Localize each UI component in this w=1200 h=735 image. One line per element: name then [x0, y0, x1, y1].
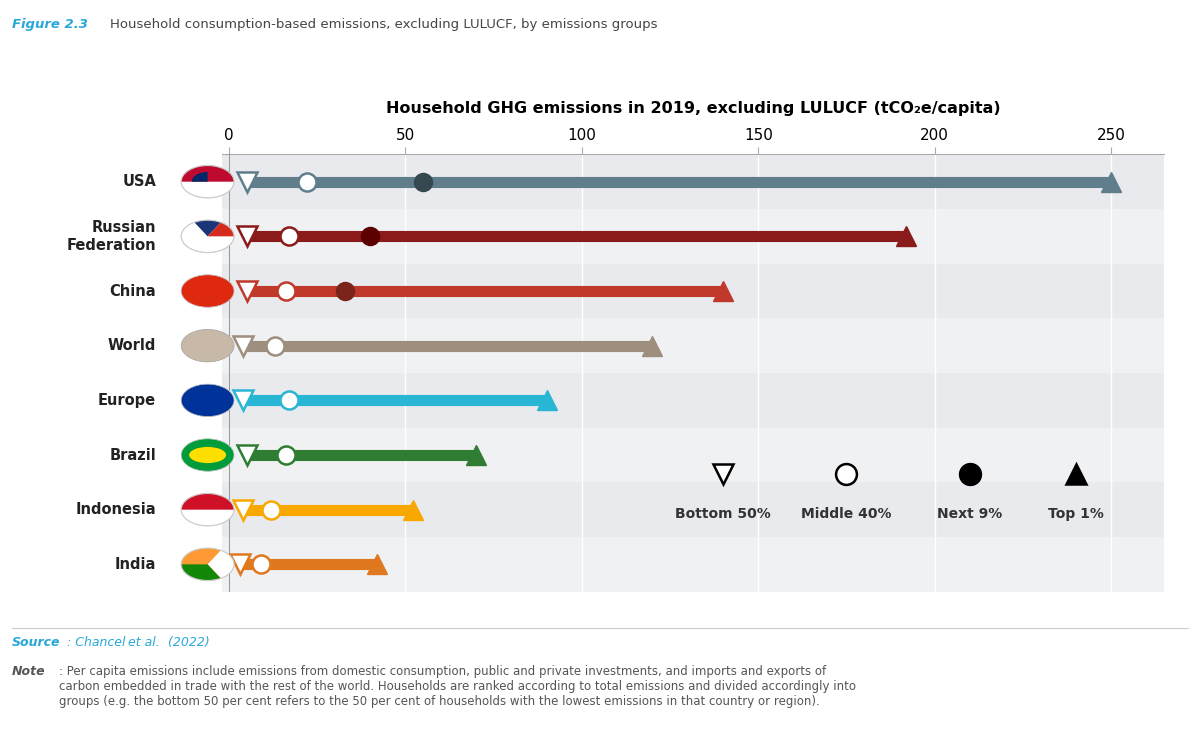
Text: Europe: Europe	[98, 392, 156, 408]
Text: Figure 2.3: Figure 2.3	[12, 18, 88, 32]
Text: Bottom 50%: Bottom 50%	[676, 507, 770, 521]
Text: Household consumption-based emissions, excluding LULUCF, by emissions groups: Household consumption-based emissions, e…	[110, 18, 658, 32]
Text: et al.: et al.	[128, 636, 160, 649]
Text: India: India	[115, 557, 156, 572]
Text: Source: Source	[12, 636, 60, 649]
Text: Top 1%: Top 1%	[1048, 507, 1104, 521]
Text: Indonesia: Indonesia	[76, 502, 156, 517]
Text: (2022): (2022)	[164, 636, 210, 649]
Bar	[222, 482, 1164, 537]
Text: : Chancel: : Chancel	[67, 636, 130, 649]
Title: Household GHG emissions in 2019, excluding LULUCF (tCO₂e/capita): Household GHG emissions in 2019, excludi…	[385, 101, 1001, 115]
Text: Russian
Federation: Russian Federation	[66, 220, 156, 253]
Text: Next 9%: Next 9%	[937, 507, 1002, 521]
Bar	[222, 209, 1164, 264]
Text: : Per capita emissions include emissions from domestic consumption, public and p: : Per capita emissions include emissions…	[59, 665, 856, 709]
Text: World: World	[108, 338, 156, 354]
Bar	[222, 154, 1164, 209]
Bar	[222, 318, 1164, 373]
Bar	[222, 537, 1164, 592]
Bar	[222, 373, 1164, 428]
Text: China: China	[109, 284, 156, 298]
Text: Brazil: Brazil	[109, 448, 156, 462]
Text: Middle 40%: Middle 40%	[802, 507, 892, 521]
Bar	[222, 428, 1164, 482]
Text: Note: Note	[12, 665, 46, 678]
Bar	[222, 264, 1164, 318]
Text: USA: USA	[122, 174, 156, 189]
